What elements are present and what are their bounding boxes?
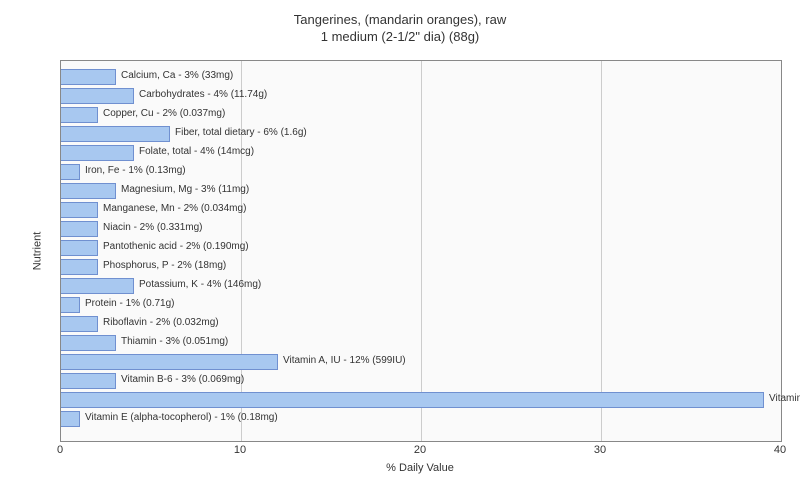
bar	[61, 316, 98, 332]
bar-label: Vitamin E (alpha-tocopherol) - 1% (0.18m…	[85, 411, 278, 425]
bar	[61, 164, 80, 180]
x-tick-label: 20	[414, 444, 426, 456]
bar-label: Niacin - 2% (0.331mg)	[103, 221, 202, 235]
gridline	[601, 61, 602, 441]
y-axis-label: Nutrient	[31, 232, 43, 271]
bar	[61, 221, 98, 237]
x-axis-label: % Daily Value	[386, 462, 454, 474]
bar	[61, 107, 98, 123]
bar-label: Pantothenic acid - 2% (0.190mg)	[103, 240, 249, 254]
bar	[61, 354, 278, 370]
bar	[61, 373, 116, 389]
bar	[61, 202, 98, 218]
bar-label: Copper, Cu - 2% (0.037mg)	[103, 107, 225, 121]
bar	[61, 183, 116, 199]
x-tick-label: 40	[774, 444, 786, 456]
gridline	[421, 61, 422, 441]
bar-label: Iron, Fe - 1% (0.13mg)	[85, 164, 186, 178]
bar	[61, 335, 116, 351]
bar	[61, 297, 80, 313]
bar	[61, 126, 170, 142]
bar-label: Fiber, total dietary - 6% (1.6g)	[175, 126, 307, 140]
x-tick-label: 10	[234, 444, 246, 456]
bar	[61, 392, 764, 408]
bar	[61, 145, 134, 161]
x-tick-label: 30	[594, 444, 606, 456]
title-line2: 1 medium (2-1/2" dia) (88g)	[321, 29, 480, 44]
bar-label: Carbohydrates - 4% (11.74g)	[139, 88, 267, 102]
bar-label: Magnesium, Mg - 3% (11mg)	[121, 183, 249, 197]
bar	[61, 88, 134, 104]
bar	[61, 69, 116, 85]
chart-title: Tangerines, (mandarin oranges), raw 1 me…	[0, 0, 800, 46]
plot-area: Calcium, Ca - 3% (33mg) Carbohydrates - 4…	[60, 60, 782, 442]
bar-label: Vitamin C, total ascorbic acid - 39% (23…	[769, 392, 800, 406]
nutrient-chart: Tangerines, (mandarin oranges), raw 1 me…	[0, 0, 800, 500]
bar-label: Thiamin - 3% (0.051mg)	[121, 335, 228, 349]
bar-label: Vitamin A, IU - 12% (599IU)	[283, 354, 406, 368]
bar-label: Phosphorus, P - 2% (18mg)	[103, 259, 226, 273]
bar	[61, 411, 80, 427]
bar-label: Calcium, Ca - 3% (33mg)	[121, 69, 233, 83]
title-line1: Tangerines, (mandarin oranges), raw	[294, 12, 506, 27]
bar-label: Protein - 1% (0.71g)	[85, 297, 175, 311]
bar	[61, 259, 98, 275]
x-tick-label: 0	[57, 444, 63, 456]
bar-label: Manganese, Mn - 2% (0.034mg)	[103, 202, 246, 216]
bar	[61, 240, 98, 256]
bar-label: Vitamin B-6 - 3% (0.069mg)	[121, 373, 244, 387]
bar-label: Potassium, K - 4% (146mg)	[139, 278, 261, 292]
bar-label: Riboflavin - 2% (0.032mg)	[103, 316, 219, 330]
bar	[61, 278, 134, 294]
bar-label: Folate, total - 4% (14mcg)	[139, 145, 254, 159]
